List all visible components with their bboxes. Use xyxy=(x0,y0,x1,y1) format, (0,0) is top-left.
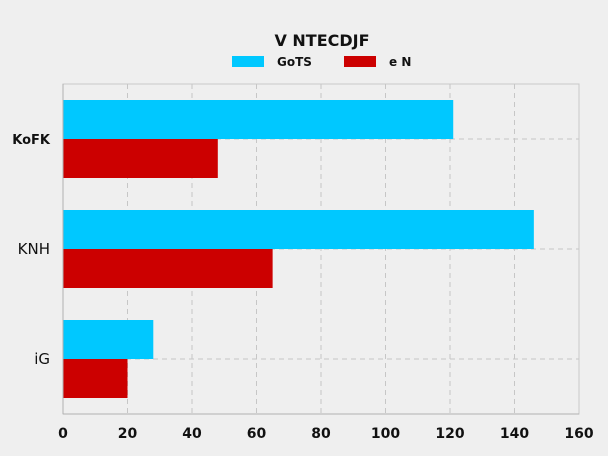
x-tick-label: 60 xyxy=(247,426,267,442)
x-axis-ticks: 0 20 40 60 80 100 120 140 160 xyxy=(58,426,594,442)
bars xyxy=(63,100,534,398)
x-tick-label: 140 xyxy=(500,426,529,442)
legend-label: GoTS xyxy=(277,55,312,69)
x-tick-label: 20 xyxy=(118,426,138,442)
legend-swatch xyxy=(232,56,264,67)
chart-title: V NTECDJF xyxy=(274,31,369,50)
x-tick-label: 120 xyxy=(435,426,464,442)
bar-e-n-kofk xyxy=(63,139,218,178)
legend-label: e N xyxy=(389,55,411,69)
y-tick-label: iG xyxy=(34,350,50,368)
y-tick-label: KNH xyxy=(18,240,50,258)
x-tick-label: 80 xyxy=(311,426,331,442)
y-axis-ticks: KoFK KNH iG xyxy=(12,133,51,368)
legend-swatch xyxy=(344,56,376,67)
x-tick-label: 40 xyxy=(182,426,202,442)
bar-e-n-knh xyxy=(63,249,273,288)
bar-gots-knh xyxy=(63,210,534,249)
bar-gots-kofk xyxy=(63,100,454,139)
x-tick-label: 160 xyxy=(564,426,593,442)
legend: GoTS e N xyxy=(232,55,411,69)
x-tick-label: 0 xyxy=(58,426,68,442)
bar-gots-ig xyxy=(63,320,154,359)
bar-e-n-ig xyxy=(63,359,128,398)
y-tick-label: KoFK xyxy=(12,133,51,148)
x-tick-label: 100 xyxy=(371,426,400,442)
